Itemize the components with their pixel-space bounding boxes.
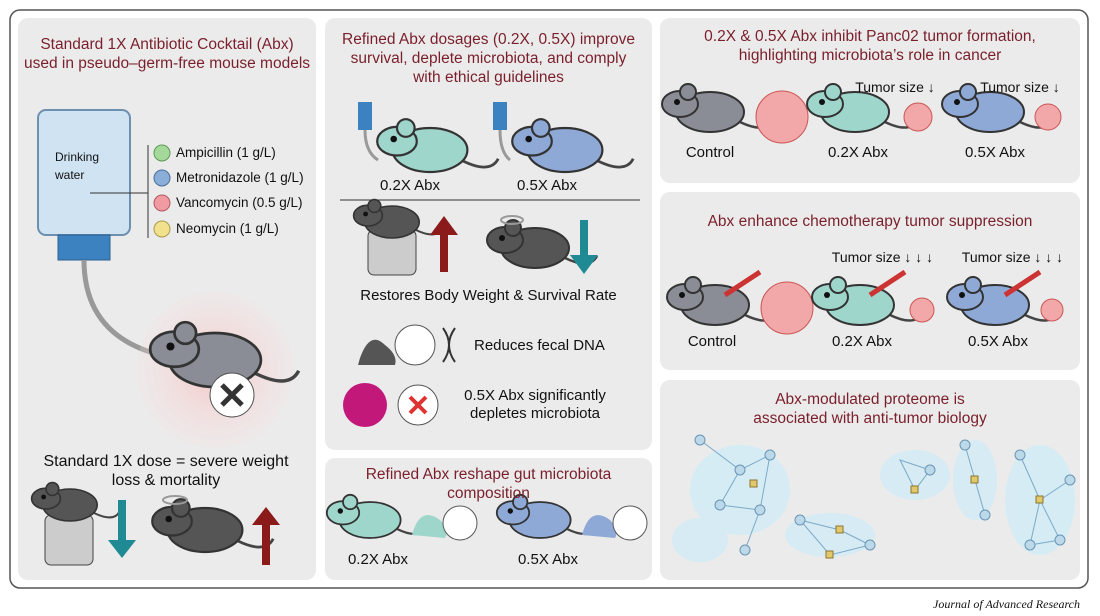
panel-title: Refined Abx dosages (0.2X, 0.5X) improve… (342, 31, 635, 86)
antibiotic: Neomycin (1 g/L) (176, 221, 279, 236)
group-label: 0.5X Abx (516, 177, 578, 194)
group-label: Control (685, 144, 735, 161)
annotation: Tumor size ↓ ↓ ↓ (961, 249, 1064, 265)
panel-title: Refined Abx reshape gut microbiota compo… (365, 466, 612, 502)
antibiotic: Vancomycin (0.5 g/L) (176, 195, 303, 210)
group-label: Control (687, 333, 737, 350)
journal-credit: Journal of Advanced Research (933, 597, 1080, 611)
group-label: 0.5X Abx (964, 144, 1026, 161)
panel-title: Abx-modulated proteome is associated wit… (753, 391, 987, 427)
group-label: 0.5X Abx (517, 551, 579, 568)
caption: Standard 1X dose = severe weight loss & … (43, 453, 289, 489)
group-label: 0.2X Abx (347, 551, 409, 568)
finding: 0.5X Abx significantly depletes microbio… (464, 387, 606, 422)
bottle-label: Drinking water (55, 150, 100, 182)
group-label: 0.2X Abx (379, 177, 441, 194)
annotation: Tumor size ↓ (855, 79, 935, 95)
panel-title: Standard 1X Antibiotic Cocktail (Abx) us… (23, 36, 311, 72)
annotation: Tumor size ↓ (980, 79, 1060, 95)
group-label: 0.2X Abx (831, 333, 893, 350)
group-label: 0.5X Abx (967, 333, 1029, 350)
panel-title: Abx enhance chemotherapy tumor suppressi… (707, 213, 1033, 230)
group-label: 0.2X Abx (827, 144, 889, 161)
finding: Restores Body Weight & Survival Rate (360, 287, 617, 304)
finding: Reduces fecal DNA (474, 337, 605, 354)
antibiotic: Metronidazole (1 g/L) (176, 170, 304, 185)
antibiotic: Ampicillin (1 g/L) (176, 145, 276, 160)
panel-title: 0.2X & 0.5X Abx inhibit Panc02 tumor for… (704, 28, 1036, 64)
annotation: Tumor size ↓ ↓ ↓ (831, 249, 934, 265)
